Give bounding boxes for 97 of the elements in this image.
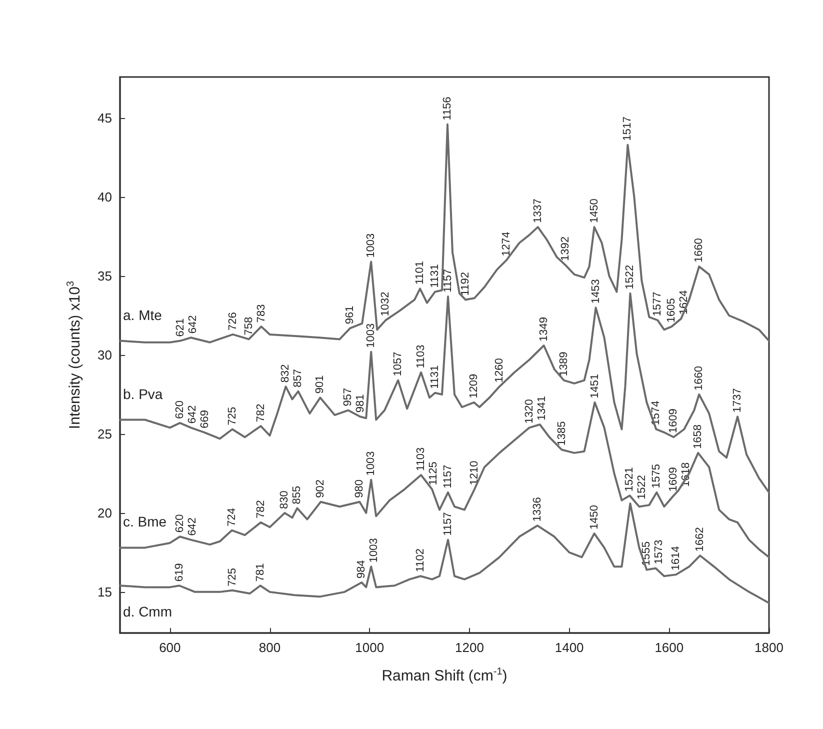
annotation: 642 <box>186 315 199 334</box>
annotation: 726 <box>226 312 239 330</box>
annotation: 1192 <box>459 272 472 296</box>
annotation: 1392 <box>559 236 572 261</box>
annotation: 1003 <box>365 323 378 348</box>
annotation: 1032 <box>380 292 392 316</box>
annotation: 1522 <box>624 264 636 290</box>
annotation: 1125 <box>428 462 440 486</box>
annotation: 1577 <box>652 292 664 316</box>
annotation: 724 <box>226 508 238 526</box>
annotation: 1660 <box>693 238 706 263</box>
annotation: 1662 <box>694 527 706 552</box>
annotation: 621 <box>174 318 186 337</box>
annotation: 1156 <box>441 96 454 120</box>
annotation: 1101 <box>414 261 426 285</box>
annotation: 1609 <box>668 408 680 434</box>
y-tick-label: 35 <box>98 268 112 284</box>
x-tick-label: 1200 <box>455 640 484 655</box>
y-tick-label: 25 <box>98 426 112 442</box>
annotation: 1605 <box>666 298 678 323</box>
y-tick-label: 45 <box>98 110 112 126</box>
y-tick-label: 20 <box>98 505 112 520</box>
annotation: 1260 <box>493 358 506 383</box>
annotation: 1274 <box>500 232 512 256</box>
annotation: 669 <box>198 410 211 428</box>
annotation: 902 <box>314 480 327 498</box>
annotation: 1057 <box>392 352 404 376</box>
annotation: 1450 <box>588 198 600 224</box>
annotation: 980 <box>354 480 366 498</box>
annotation: 642 <box>186 517 198 536</box>
annotation: 1157 <box>442 464 454 488</box>
annotation: 1003 <box>368 538 380 563</box>
annotation: 1349 <box>538 317 550 342</box>
annotation: 1614 <box>670 546 682 571</box>
annotation: 1003 <box>365 451 378 476</box>
x-tick-label: 1800 <box>754 640 784 655</box>
annotation: 957 <box>342 388 354 406</box>
annotation: 1521 <box>624 467 636 492</box>
annotation: 1210 <box>468 460 480 486</box>
annotation: 1157 <box>442 268 454 293</box>
y-tick-label: 40 <box>98 190 112 205</box>
x-tick-label: 1000 <box>355 640 384 655</box>
x-tick-label: 800 <box>258 640 281 655</box>
y-tick-label: 30 <box>98 348 112 362</box>
annotation: 832 <box>280 364 292 383</box>
annotation: 1102 <box>414 548 427 572</box>
annotation: 1522 <box>636 474 648 500</box>
series-label: b. Pva <box>123 386 163 402</box>
annotation: 1453 <box>590 279 602 304</box>
annotation: 1320 <box>523 399 536 424</box>
annotation: 620 <box>174 514 186 533</box>
y-axis-title: Intensity (counts) x103 <box>66 280 84 430</box>
annotation: 1609 <box>668 467 680 492</box>
annotation: 1131 <box>429 264 442 288</box>
series-label: d. Cmm <box>123 604 172 620</box>
series-label: a. Mte <box>123 306 162 323</box>
annotation: 1341 <box>536 396 548 420</box>
annotation: 1103 <box>415 447 428 472</box>
annotation: 1336 <box>531 497 544 522</box>
annotation: 725 <box>226 568 238 586</box>
annotation: 782 <box>254 500 267 518</box>
annotation: 981 <box>354 394 367 413</box>
annotation: 781 <box>254 563 266 582</box>
annotation: 1209 <box>468 374 480 398</box>
annotation: 1451 <box>588 374 601 398</box>
annotation: 961 <box>344 306 356 324</box>
annotation: 782 <box>254 404 267 422</box>
x-tick-label: 1600 <box>654 640 684 655</box>
annotation: 901 <box>314 375 326 394</box>
annotation: 1450 <box>588 505 600 530</box>
annotation: 1337 <box>532 198 544 224</box>
annotation: 620 <box>174 400 186 419</box>
annotation: 1573 <box>653 540 666 564</box>
annotation: 1131 <box>429 365 442 389</box>
annotation: 984 <box>356 560 368 578</box>
annotation: 725 <box>226 406 238 426</box>
y-tick-label: 15 <box>98 584 112 600</box>
x-tick-label: 1400 <box>554 640 584 655</box>
annotation: 1575 <box>650 464 663 488</box>
annotation: 1103 <box>415 344 428 368</box>
annotation: 1389 <box>558 352 570 376</box>
annotation: 783 <box>255 304 268 323</box>
annotation: 1660 <box>693 366 706 390</box>
annotation: 857 <box>292 368 304 388</box>
x-tick-label: 600 <box>159 640 181 655</box>
annotation: 758 <box>242 316 255 336</box>
annotation: 619 <box>173 563 186 582</box>
annotation: 1003 <box>365 233 378 258</box>
annotation: 855 <box>291 486 304 504</box>
annotation: 830 <box>278 490 291 509</box>
annotation: 642 <box>186 405 198 424</box>
annotation: 1517 <box>622 116 634 141</box>
annotation: 1157 <box>442 512 454 536</box>
annotation: 1737 <box>732 388 744 413</box>
annotation: 1658 <box>692 424 704 449</box>
series-label: c. Bme <box>123 514 167 530</box>
annotation: 1385 <box>556 421 568 446</box>
